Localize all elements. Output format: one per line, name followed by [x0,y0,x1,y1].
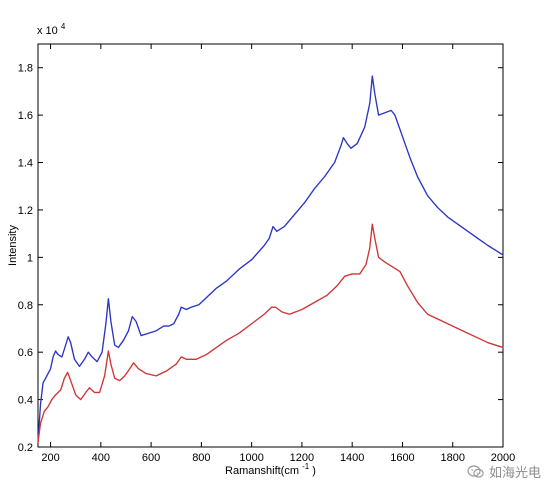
x-tick-label: 200 [41,452,59,464]
watermark-text: 如海光电 [488,466,541,481]
x-axis-label: Ramanshift(cm -1 ) [225,460,316,477]
series-line-blue [37,75,504,443]
y-tick-label: 0.8 [18,300,33,312]
y-axis-ticks: 0.2 0.4 0.6 0.8 1 1.2 1.4 1.6 1.8 [18,63,503,454]
x-tick-label: 1200 [290,452,314,464]
x-tick-label: 400 [92,452,110,464]
y-tick-label: 1 [27,252,33,264]
y-tick-label: 1.6 [18,110,33,122]
y-tick-label: 1.8 [18,63,33,75]
y-tick-label: 0.6 [18,347,33,359]
wechat-icon [467,464,485,479]
y-tick-label: 0.4 [18,395,33,407]
y-tick-label: 1.2 [18,205,33,217]
plot-frame [37,43,504,448]
y-tick-label: 0.2 [18,442,33,454]
y-axis-multiplier: x 10 4 [37,22,66,37]
series-layer [37,75,504,443]
x-tick-label: 800 [192,452,210,464]
x-tick-label: 2000 [491,452,515,464]
y-axis-label: Intensity [7,225,19,266]
x-tick-label: 1000 [239,452,263,464]
x-tick-label: 1400 [340,452,364,464]
series-line-red [37,223,504,443]
watermark: 如海光电 [467,462,541,481]
x-tick-label: 1800 [440,452,464,464]
x-axis-ticks: 200 400 600 800 1000 1200 1400 1600 1800 2000 [41,44,515,464]
x-tick-label: 600 [142,452,160,464]
y-tick-label: 1.4 [18,158,33,170]
plot-area: 200 400 600 800 1000 1200 1400 1600 1800 2000 0.2… [18,43,515,464]
x-tick-label: 1600 [390,452,414,464]
